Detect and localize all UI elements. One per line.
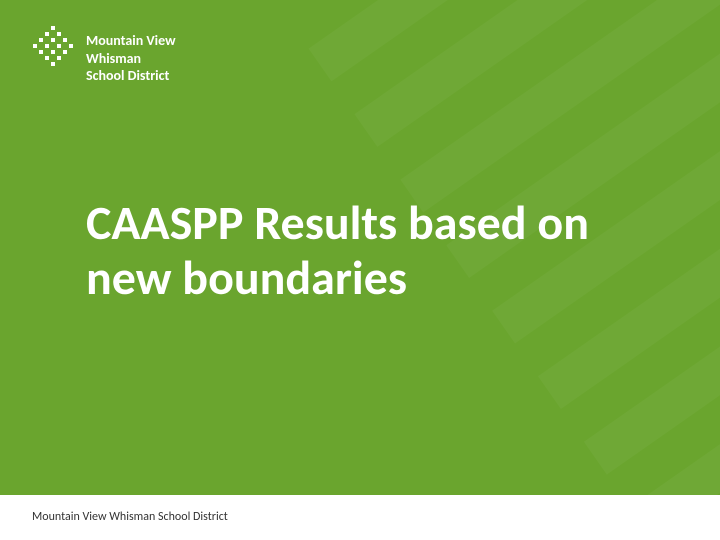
slide: Mountain View Whisman School District CA…: [0, 0, 720, 540]
slide-title: CAASPP Results based on new boundaries: [86, 195, 666, 305]
logo-text: Mountain View Whisman School District: [86, 32, 176, 85]
logo-line-1: Mountain View: [86, 32, 176, 50]
logo-line-2: Whisman: [86, 50, 176, 68]
title-background: Mountain View Whisman School District CA…: [0, 0, 720, 495]
starburst-dots-icon: [32, 26, 74, 76]
slide-footer: Mountain View Whisman School District: [32, 510, 228, 524]
logo-line-3: School District: [86, 67, 176, 85]
district-logo: Mountain View Whisman School District: [32, 26, 176, 85]
